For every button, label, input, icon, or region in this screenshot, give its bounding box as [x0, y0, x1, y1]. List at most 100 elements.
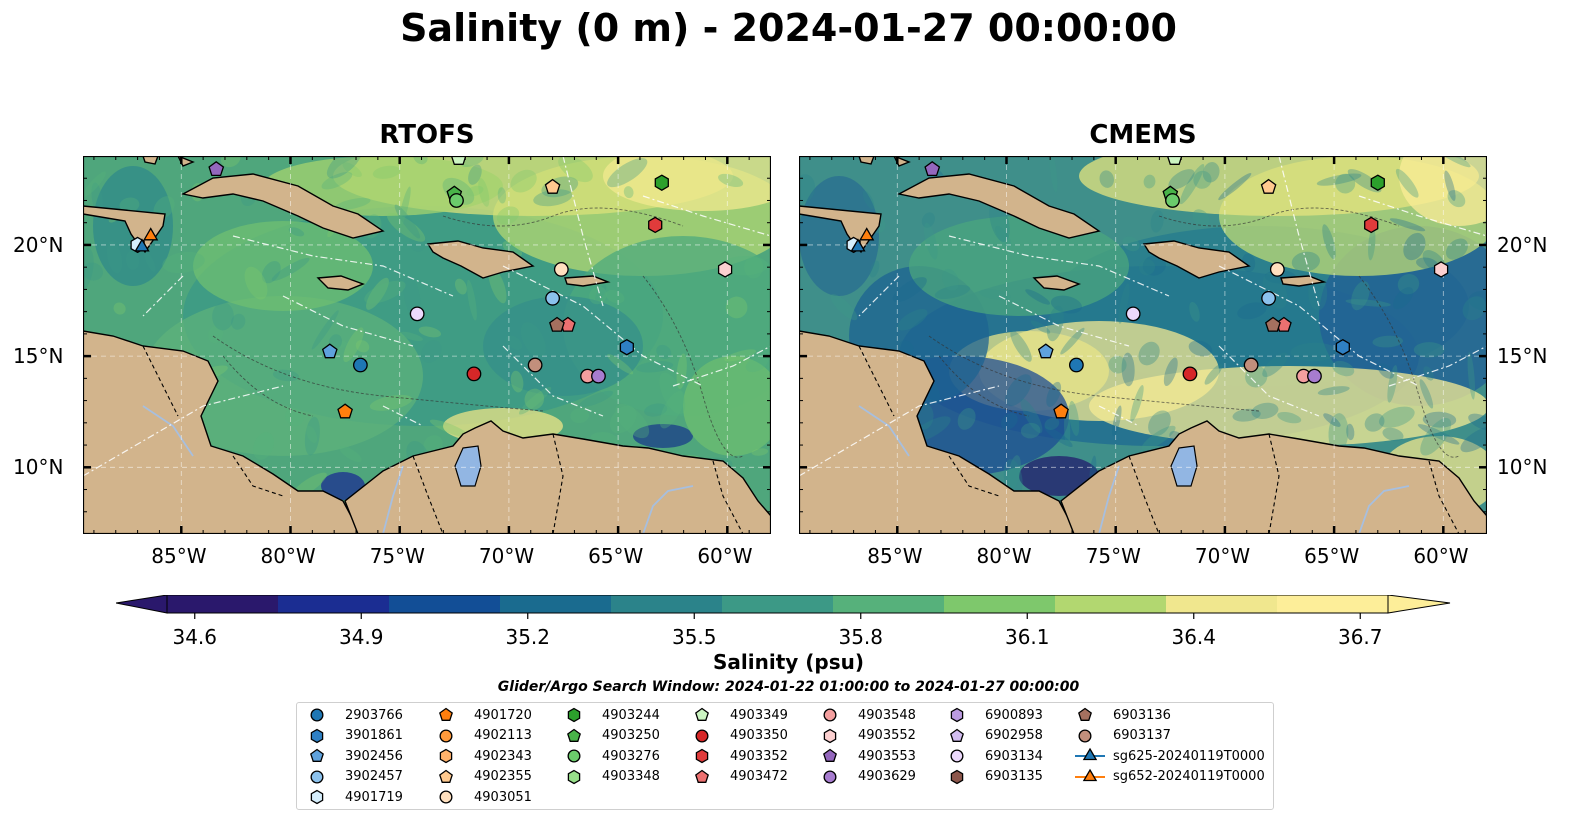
colorbar-segment — [1110, 595, 1167, 613]
obs-6903137 — [527, 357, 543, 373]
eddy-texture — [1346, 423, 1355, 441]
salinity-patch — [909, 216, 1129, 316]
colorbar-extend-min — [115, 594, 168, 614]
eddy-texture — [1332, 360, 1355, 377]
obs-6903134 — [409, 306, 425, 322]
eddy-texture — [421, 340, 442, 363]
eddy-texture — [995, 225, 1012, 248]
search-window-label: Glider/Argo Search Window: 2024-01-22 01… — [497, 679, 1080, 695]
eddy-texture — [1387, 365, 1398, 403]
legend-label: 6902958 — [985, 728, 1043, 743]
eddy-texture — [272, 369, 300, 382]
land-cuba — [896, 173, 1101, 239]
legend-item: 3902456 — [305, 746, 403, 766]
eddy-texture — [288, 227, 305, 237]
eddy-texture — [212, 302, 234, 331]
eddy-texture — [1377, 363, 1394, 379]
salinity-patch — [633, 424, 693, 448]
colorbar-tick-label: 36.4 — [1171, 625, 1217, 649]
lat-tick-label: 10°N — [1497, 455, 1548, 480]
legend-label: 4903244 — [602, 707, 660, 723]
colorbar-tick-label: 34.9 — [338, 625, 384, 649]
eddy-texture — [830, 294, 858, 321]
obs-4903552 — [717, 261, 733, 278]
eez-boundary — [642, 195, 771, 237]
legend-item: 4903250 — [562, 726, 660, 746]
eddy-texture — [311, 310, 339, 350]
eddy-texture — [261, 261, 281, 284]
obs-4903276 — [449, 193, 464, 208]
figure-title: Salinity (0 m) - 2024-01-27 00:00:00 — [400, 6, 1177, 50]
eddy-texture — [524, 388, 545, 410]
eez-boundary — [502, 265, 704, 387]
legend-item: 4903350 — [690, 726, 788, 746]
bathymetry-contour — [1358, 275, 1460, 458]
eddy-texture — [1118, 283, 1130, 324]
eddy-texture — [1262, 352, 1288, 378]
legend-label: 6903136 — [1113, 707, 1171, 723]
legend-label: 4902355 — [474, 769, 532, 784]
legend-marker — [695, 748, 709, 764]
obs-4903244 — [1370, 174, 1385, 191]
colorbar-segment — [722, 595, 778, 613]
colorbar-tick-label: 35.2 — [505, 625, 551, 649]
eddy-texture — [1030, 320, 1051, 334]
legend-label: 6903135 — [985, 769, 1043, 784]
legend-item: sg625-20240119T0000 — [1073, 746, 1265, 766]
eddy-texture — [957, 408, 976, 430]
eddy-texture — [369, 394, 413, 411]
obs-4903350 — [466, 366, 482, 382]
obs-4903352 — [648, 216, 663, 234]
salinity-patch — [1089, 366, 1487, 446]
land-cuba — [180, 173, 385, 239]
colorbar-segment — [1277, 595, 1333, 613]
obs-4903051 — [553, 262, 569, 277]
eddy-texture — [1444, 170, 1456, 201]
eez-boundary — [1218, 345, 1320, 417]
eddy-texture — [466, 279, 477, 321]
legend-marker — [1082, 768, 1098, 781]
bathymetry-contour — [1158, 207, 1400, 227]
eez-boundary — [232, 235, 454, 297]
legend-marker — [439, 769, 453, 783]
eddy-texture — [355, 340, 370, 353]
legend-label: 4901719 — [345, 789, 403, 805]
legend-marker — [950, 749, 964, 763]
panel-title-cmems: CMEMS — [1089, 120, 1197, 150]
eddy-texture — [208, 325, 224, 344]
lat-tick-label: 15°N — [1497, 344, 1548, 369]
obs-4903553 — [924, 160, 941, 177]
eddy-texture — [366, 277, 389, 310]
eddy-texture — [934, 284, 971, 299]
eddy-texture — [659, 372, 686, 415]
legend-label: 6903134 — [985, 748, 1043, 764]
legend-marker — [695, 707, 709, 721]
legend-item: 4903348 — [562, 767, 660, 787]
river — [1358, 485, 1410, 534]
legend-item: 4902113 — [434, 726, 532, 746]
colorbar-segment — [833, 595, 889, 613]
eddy-texture — [1050, 295, 1082, 314]
legend-marker — [310, 789, 324, 805]
legend-item: 2903766 — [305, 705, 403, 725]
obs-sg652-20240119T0000 — [143, 227, 159, 241]
legend-marker — [950, 728, 964, 742]
legend-marker — [823, 708, 837, 722]
legend-marker — [567, 728, 581, 742]
eddy-texture — [466, 185, 484, 197]
lon-tick-label: 85°W — [867, 544, 923, 568]
colorbar-segment — [999, 595, 1056, 613]
legend-label: 4901720 — [474, 707, 532, 723]
eddy-texture — [1099, 170, 1114, 188]
legend-item: 4902343 — [434, 746, 532, 766]
legend-item: 3902457 — [305, 767, 403, 787]
land-puertoRico — [564, 275, 611, 287]
legend-item: 6900893 — [945, 705, 1043, 725]
eddy-texture — [869, 260, 880, 278]
legend-item: sg652-20240119T0000 — [1073, 767, 1265, 787]
obs-2903766 — [1068, 357, 1084, 373]
legend-item: 6903134 — [945, 746, 1043, 766]
eddy-texture — [488, 266, 507, 304]
eddy-texture — [724, 349, 757, 362]
legend-marker — [695, 729, 709, 742]
